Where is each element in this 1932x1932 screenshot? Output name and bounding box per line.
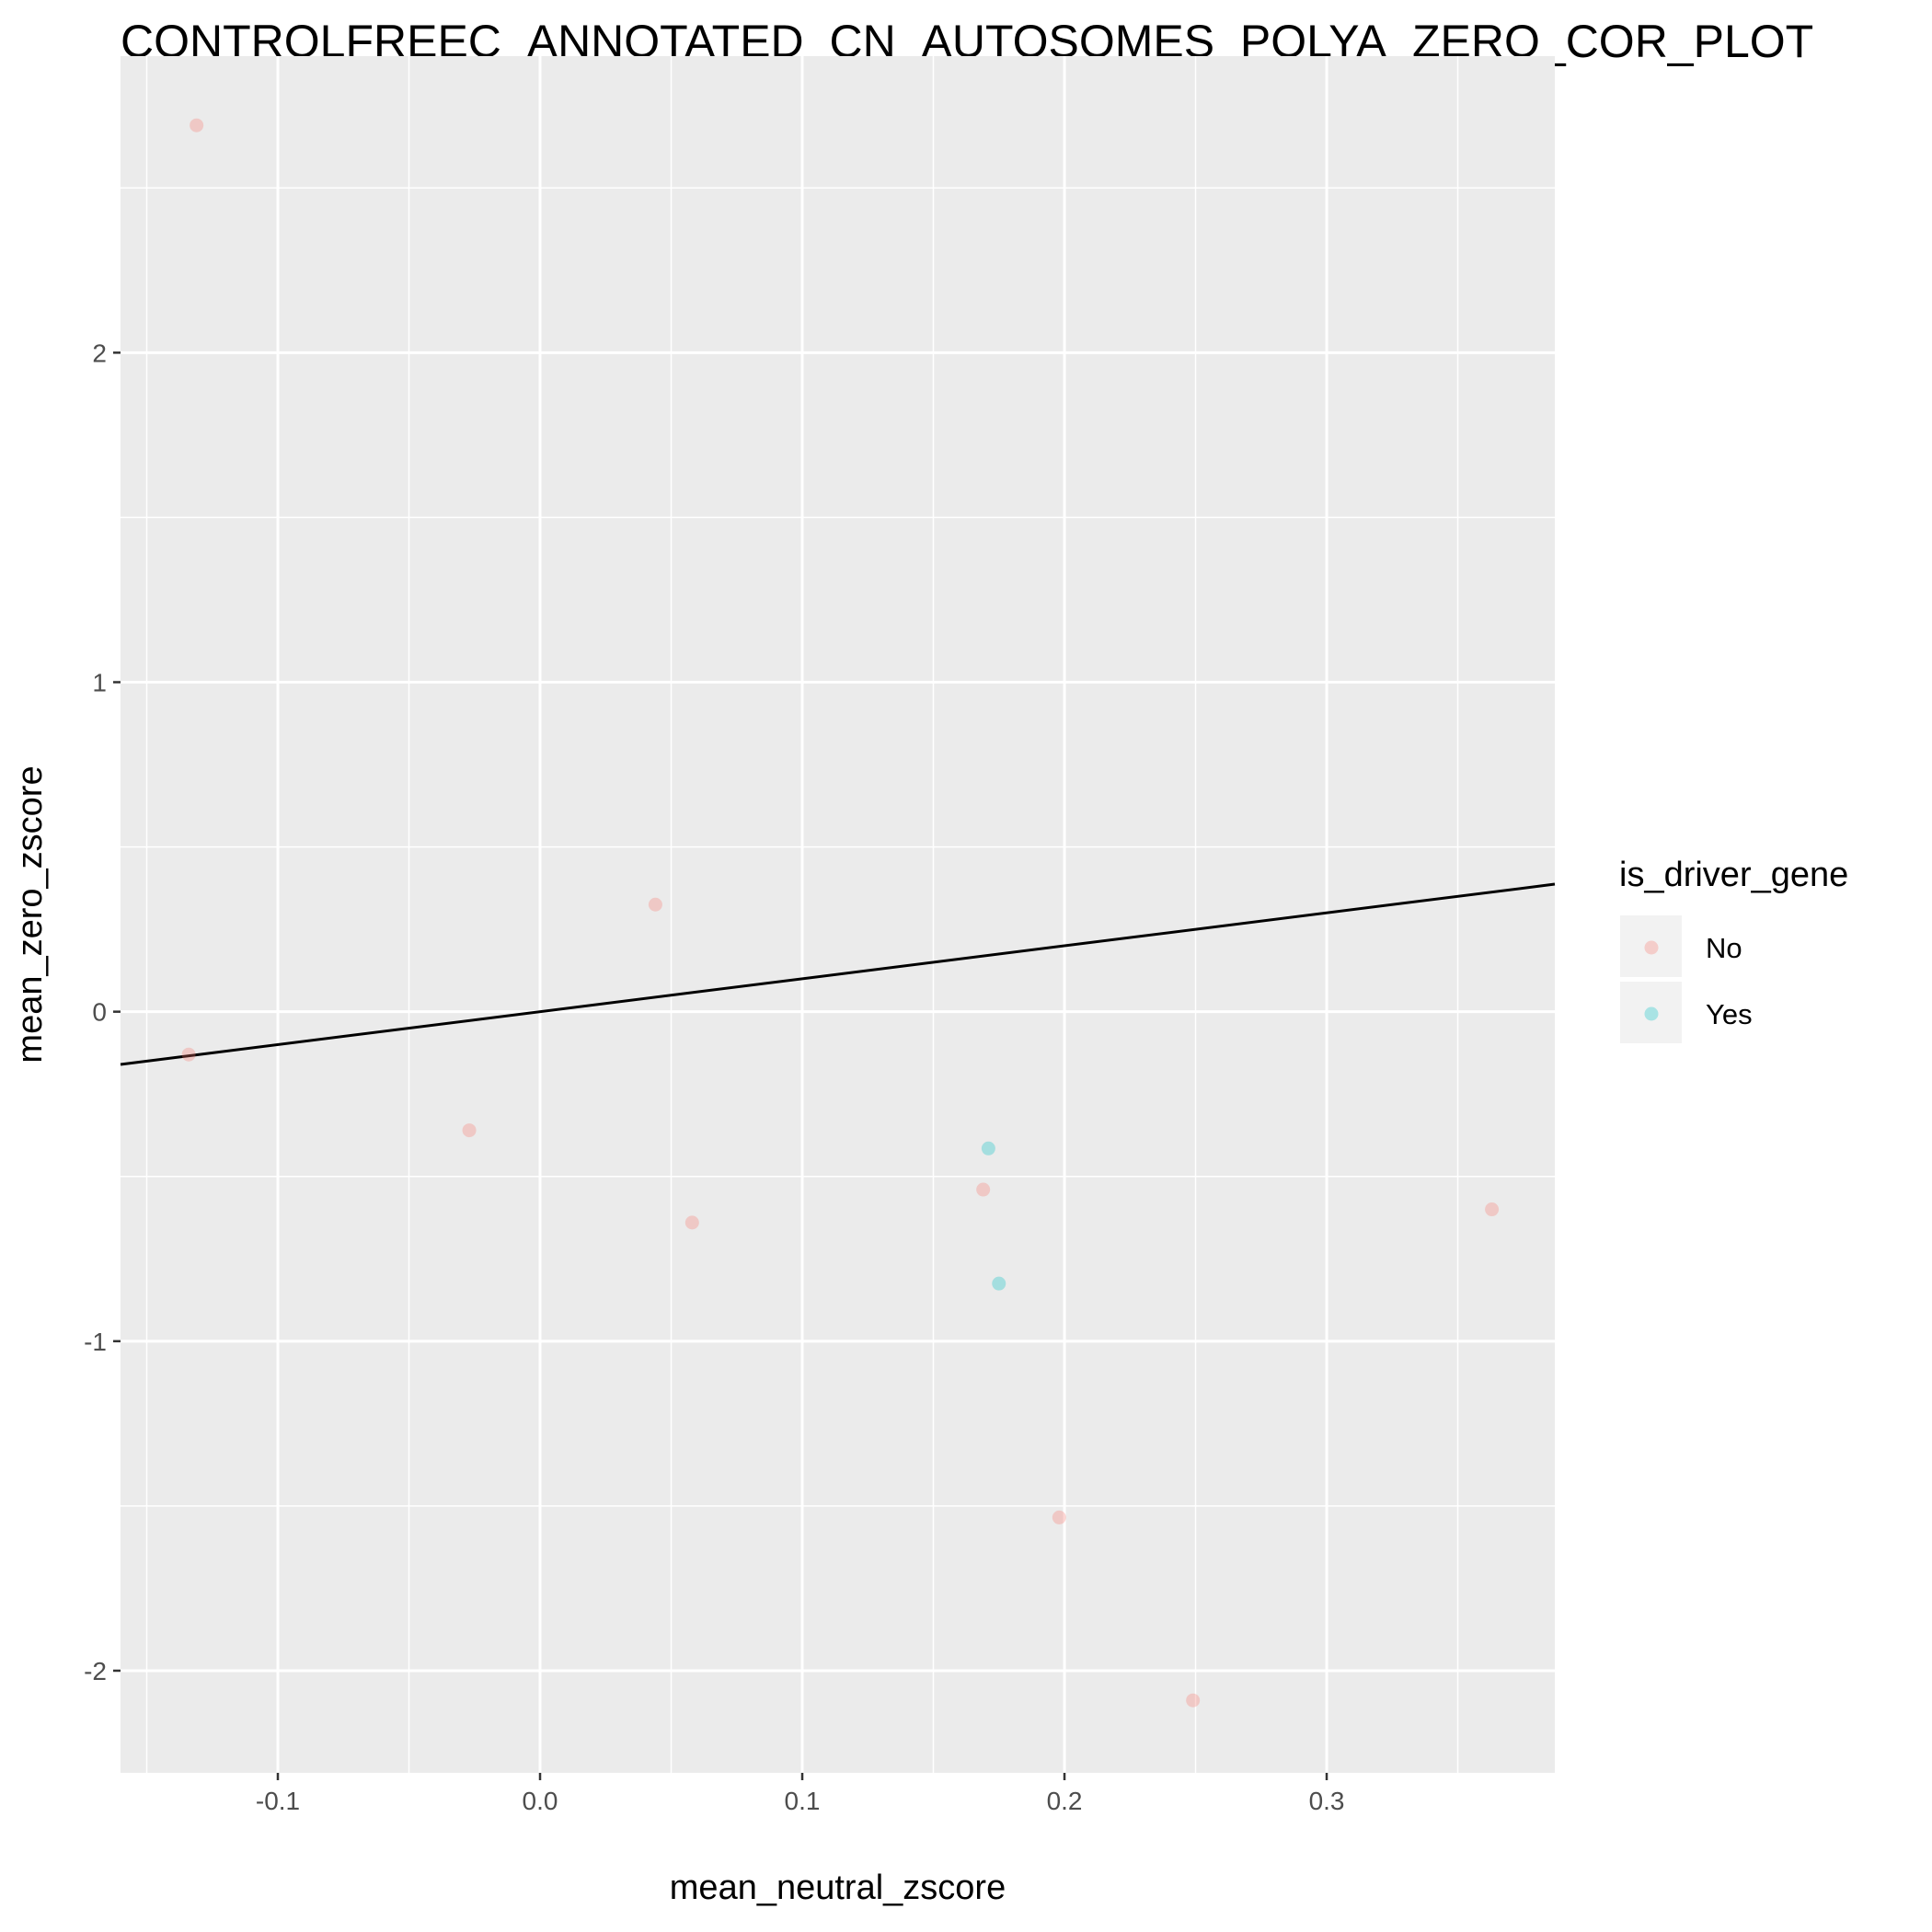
regression-line-layer (120, 882, 1556, 1066)
data-point-no (190, 118, 204, 132)
legend-key-no (1620, 915, 1682, 977)
data-points (181, 118, 1500, 1708)
x-axis-ticks: -0.1 0.0 0.1 0.2 0.3 (256, 1773, 1345, 1815)
legend-symbol-no (1644, 940, 1659, 955)
data-point-yes (992, 1276, 1006, 1291)
legend-title: is_driver_gene (1619, 856, 1848, 894)
data-point-no (976, 1182, 991, 1197)
legend-symbol-yes (1644, 1006, 1659, 1021)
y-tick-label: -2 (84, 1657, 107, 1685)
x-tick-label: 0.0 (523, 1787, 558, 1815)
data-point-no (1485, 1202, 1500, 1217)
x-tick-label: -0.1 (256, 1787, 300, 1815)
y-tick-label: 0 (92, 998, 107, 1027)
legend-items: No Yes (1620, 915, 1753, 1043)
data-point-no (1186, 1693, 1201, 1708)
plot-panel (121, 56, 1555, 1773)
legend: is_driver_gene No Yes (1619, 856, 1848, 1043)
x-tick-label: 0.1 (785, 1787, 821, 1815)
data-point-no (1052, 1510, 1066, 1524)
data-point-no (181, 1047, 196, 1062)
y-axis-title: mean_zero_zscore (11, 765, 50, 1063)
y-tick-label: 2 (92, 339, 107, 367)
data-point-no (684, 1215, 699, 1230)
y-tick-label: -1 (84, 1328, 107, 1356)
data-point-yes (981, 1141, 995, 1156)
y-axis-ticks: -2 -1 0 1 2 (84, 339, 121, 1685)
y-tick-label: 1 (92, 668, 107, 696)
x-tick-label: 0.2 (1047, 1787, 1083, 1815)
legend-key-yes (1620, 982, 1682, 1043)
data-point-no (462, 1123, 477, 1138)
data-point-no (648, 897, 662, 912)
x-tick-label: 0.3 (1309, 1787, 1345, 1815)
minor-gridlines (121, 56, 1555, 1773)
legend-label-no: No (1706, 932, 1742, 964)
x-axis-title: mean_neutral_zscore (670, 1869, 1006, 1907)
regression-line (120, 882, 1556, 1066)
major-gridlines (121, 56, 1555, 1773)
legend-label-yes: Yes (1706, 998, 1753, 1030)
